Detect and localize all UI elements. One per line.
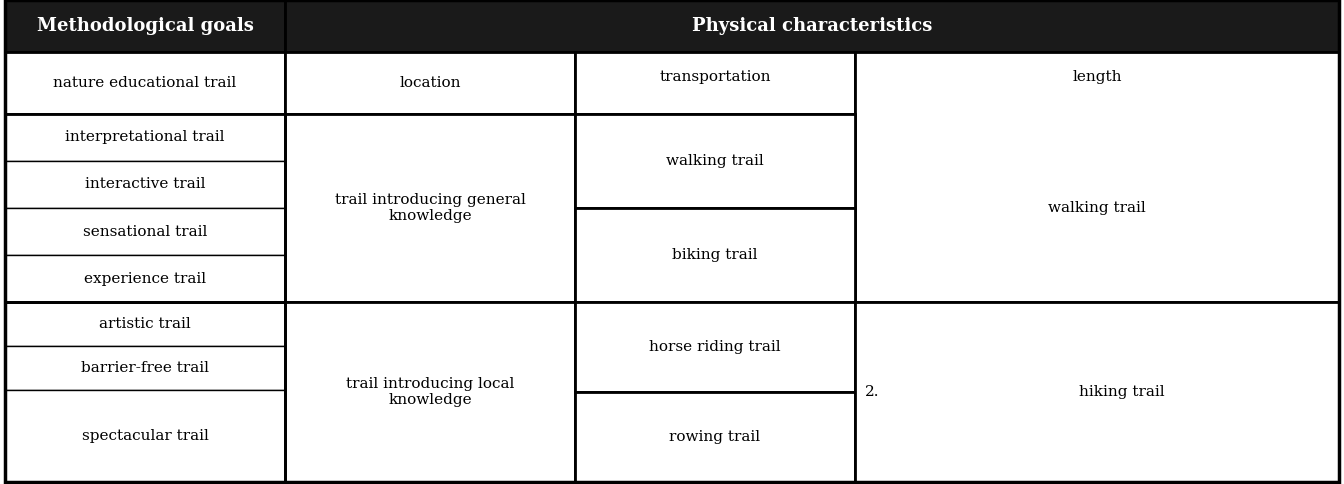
Bar	[5, 52, 285, 114]
Text: walking trail: walking trail	[1048, 201, 1146, 215]
Text: sensational trail: sensational trail	[83, 225, 207, 239]
Text: artistic trail: artistic trail	[99, 317, 191, 331]
Text: spectacular trail: spectacular trail	[82, 429, 208, 443]
Text: walking trail: walking trail	[667, 154, 763, 168]
Bar	[575, 302, 855, 392]
Bar	[575, 52, 855, 114]
Bar	[5, 255, 285, 302]
Bar	[5, 161, 285, 208]
Text: barrier-free trail: barrier-free trail	[81, 361, 210, 375]
Bar	[5, 0, 285, 52]
Text: interpretational trail: interpretational trail	[66, 131, 224, 145]
Text: trail introducing general
knowledge: trail introducing general knowledge	[335, 193, 526, 223]
Text: transportation: transportation	[660, 70, 770, 84]
Bar	[575, 208, 855, 302]
Text: 2.: 2.	[866, 385, 879, 399]
Text: Methodological goals: Methodological goals	[36, 17, 254, 35]
Text: length: length	[1073, 70, 1122, 84]
Bar	[5, 346, 285, 390]
Text: trail introducing local
knowledge: trail introducing local knowledge	[345, 377, 515, 407]
Bar	[855, 52, 1339, 302]
Text: location: location	[399, 76, 461, 90]
Text: rowing trail: rowing trail	[669, 430, 761, 444]
Bar	[5, 114, 285, 161]
Bar	[575, 114, 855, 208]
Bar	[855, 302, 1339, 482]
Bar	[5, 208, 285, 255]
Bar	[285, 52, 575, 114]
Bar	[285, 114, 575, 302]
Bar	[285, 302, 575, 482]
Bar	[575, 392, 855, 482]
Text: biking trail: biking trail	[672, 248, 758, 262]
Bar	[5, 302, 285, 346]
Text: interactive trail: interactive trail	[85, 178, 206, 192]
Text: nature educational trail: nature educational trail	[54, 76, 237, 90]
Bar	[285, 0, 1339, 52]
Bar	[5, 302, 285, 482]
Bar	[5, 114, 285, 302]
Text: Physical characteristics: Physical characteristics	[692, 17, 933, 35]
Text: experience trail: experience trail	[83, 272, 206, 286]
Bar	[5, 390, 285, 482]
Text: horse riding trail: horse riding trail	[649, 340, 781, 354]
Text: hiking trail: hiking trail	[1079, 385, 1165, 399]
